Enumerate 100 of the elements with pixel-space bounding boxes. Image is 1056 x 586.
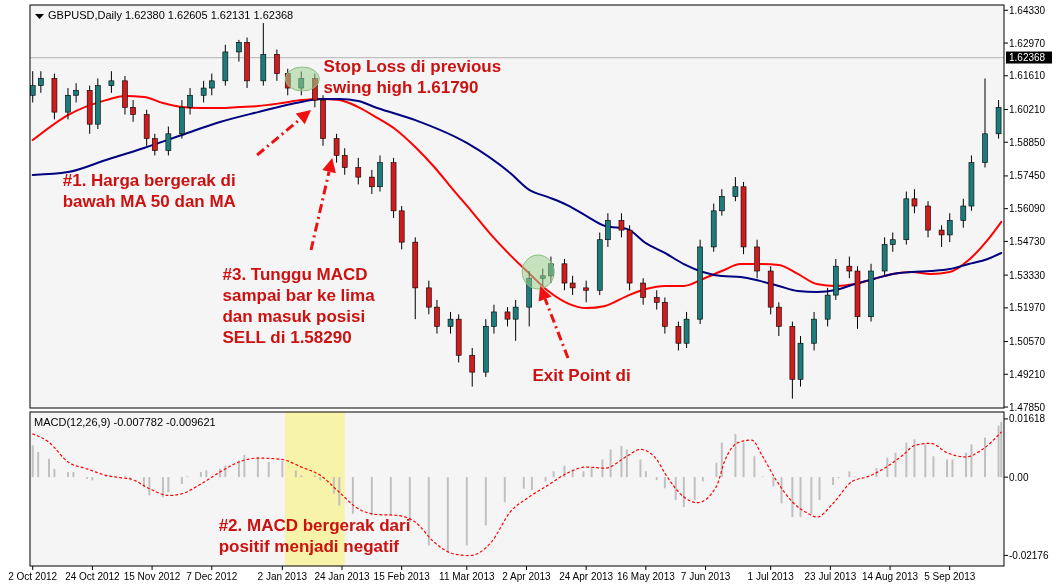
- candlestick: [469, 347, 476, 388]
- candlestick: [447, 311, 454, 335]
- candlestick: [369, 169, 375, 195]
- x-tick-label: 16 May 2013: [616, 571, 676, 582]
- bar: [37, 451, 40, 478]
- bar: [167, 477, 170, 493]
- x-tick-label: 2 Jan 2013: [257, 571, 308, 582]
- bar: [791, 477, 794, 518]
- y-tick-label: 1.50570: [1009, 336, 1046, 348]
- bar: [281, 460, 284, 478]
- y-tick-label: 1.47850: [1009, 401, 1046, 413]
- bar: [53, 468, 56, 478]
- candlestick: [911, 188, 918, 214]
- bar: [753, 456, 756, 478]
- bar: [965, 452, 968, 478]
- bar: [389, 477, 392, 516]
- candlestick: [776, 301, 782, 337]
- y-tick-label: 0.01618: [1009, 413, 1046, 425]
- bar: [609, 449, 612, 478]
- bar: [465, 477, 468, 546]
- bar: [693, 477, 696, 501]
- bar: [530, 477, 533, 491]
- x-tick-label: 7 Dec 2012: [186, 571, 238, 582]
- bar: [832, 477, 835, 486]
- bar: [644, 471, 647, 478]
- y-tick-label: 1.64330: [1009, 4, 1046, 16]
- x-tick-label: 24 Jan 2013: [314, 571, 370, 582]
- annotation: Stop Loss di previous swing high 1.61790: [323, 57, 502, 97]
- line-series: [32, 431, 1002, 557]
- bar: [810, 477, 813, 514]
- candlestick: [491, 304, 497, 335]
- bar: [148, 477, 151, 496]
- bar: [408, 477, 411, 523]
- candlestick: [938, 224, 945, 248]
- bar: [31, 445, 34, 478]
- bar: [818, 477, 821, 501]
- bar: [894, 452, 897, 478]
- bar: [319, 477, 322, 481]
- x-tick-label: 23 Jul 2013: [804, 571, 857, 582]
- ref-line-label: 1.62368: [1009, 52, 1046, 64]
- bar: [932, 456, 935, 478]
- x-tick-label: 15 Nov 2012: [123, 571, 181, 582]
- bar: [180, 477, 183, 484]
- y-tick-label: 1.57450: [1009, 170, 1046, 182]
- chart-title: GBPUSD,Daily 1.62380 1.62605 1.62131 1.62368: [48, 9, 294, 21]
- candlestick: [38, 70, 44, 94]
- bar: [997, 425, 1000, 478]
- bar: [780, 477, 783, 504]
- candlestick: [889, 232, 896, 253]
- candlestick: [312, 73, 318, 108]
- x-tick-label: 24 Apr 2013: [559, 571, 614, 582]
- candlestick: [333, 133, 340, 164]
- bar: [620, 445, 623, 478]
- bar: [199, 472, 202, 478]
- bar: [951, 459, 954, 478]
- bar: [715, 462, 718, 478]
- candlestick: [548, 256, 554, 284]
- bar: [205, 470, 208, 478]
- bar: [484, 477, 487, 526]
- y-tick-label: 1.61610: [1009, 70, 1046, 82]
- candlestick: [208, 73, 215, 96]
- x-tick-label: 1 Jul 2013: [747, 571, 795, 582]
- candlestick: [274, 49, 280, 82]
- candlestick: [434, 299, 440, 335]
- bar: [427, 477, 430, 546]
- bar: [1000, 421, 1003, 478]
- y-tick-label: 1.54730: [1009, 235, 1046, 247]
- bar: [848, 471, 851, 478]
- bar: [682, 477, 685, 507]
- annotation: Exit Point di: [532, 366, 631, 385]
- bar: [734, 433, 737, 478]
- bar: [799, 477, 802, 518]
- candlestick: [130, 99, 136, 123]
- bar: [66, 472, 69, 478]
- candlestick: [73, 82, 79, 103]
- bar: [772, 477, 775, 487]
- y-tick-label: 1.58850: [1009, 136, 1046, 148]
- bar: [905, 442, 908, 478]
- x-tick-label: 24 Oct 2012: [65, 571, 121, 582]
- bar: [256, 456, 259, 478]
- x-tick-label: 5 Sep 2013: [924, 571, 976, 582]
- y-tick-label: 1.56090: [1009, 203, 1046, 215]
- bar: [243, 454, 246, 478]
- bar: [72, 472, 75, 478]
- candlestick: [605, 212, 611, 248]
- x-tick-label: 11 Mar 2013: [439, 571, 495, 582]
- bar: [91, 477, 94, 481]
- y-tick-label: 1.49210: [1009, 368, 1046, 380]
- candlestick: [583, 280, 589, 303]
- chart-title: MACD(12,26,9) -0.007782 -0.009621: [34, 416, 216, 428]
- bar: [294, 470, 297, 478]
- candlestick: [653, 289, 660, 311]
- candlestick: [946, 212, 953, 243]
- bar: [875, 468, 878, 478]
- y-tick-label: -0.02176: [1009, 549, 1049, 561]
- y-tick-label: 0.00: [1009, 471, 1029, 483]
- bar: [267, 462, 270, 478]
- x-tick-label: 2 Apr 2013: [502, 571, 552, 582]
- candlestick: [108, 70, 115, 94]
- candlestick: [236, 39, 242, 63]
